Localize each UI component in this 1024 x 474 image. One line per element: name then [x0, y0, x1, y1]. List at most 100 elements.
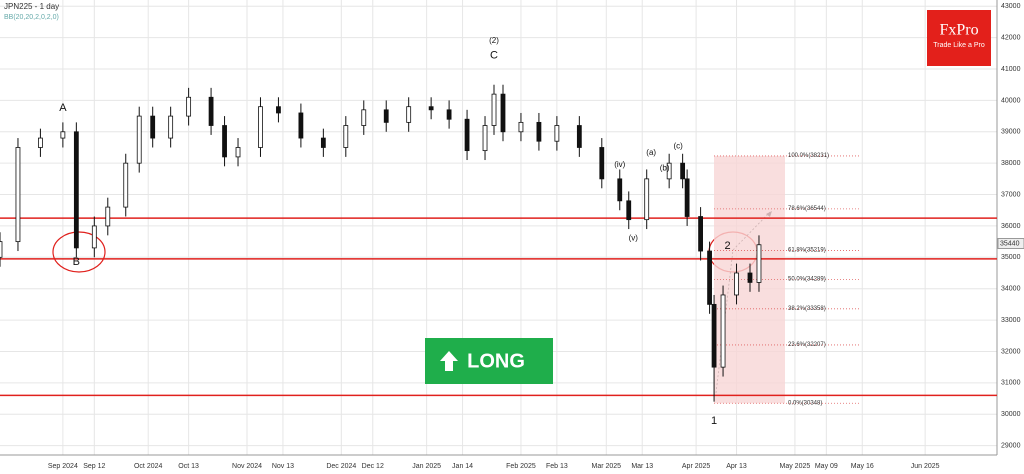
- candle-body: [446, 109, 452, 120]
- y-tick-label: 42000: [1001, 34, 1021, 41]
- candle-body: [644, 178, 650, 221]
- candle-body: [298, 112, 304, 139]
- candle-body: [518, 121, 524, 133]
- y-tick-label: 32000: [1001, 348, 1021, 355]
- y-tick-label: 39000: [1001, 129, 1021, 136]
- fib-label: 61.8%(35219): [788, 248, 826, 254]
- candle-body: [711, 303, 717, 368]
- candle-body: [235, 147, 241, 158]
- fib-label: 23.6%(32207): [788, 342, 826, 348]
- candle-body: [747, 272, 753, 283]
- candle-body: [222, 125, 227, 158]
- candle-body: [168, 115, 174, 139]
- fib-label: 50.0%(34289): [788, 277, 826, 283]
- wave-label: (a): [646, 148, 656, 157]
- chart-title: JPN225 - 1 day: [4, 2, 59, 11]
- candle-body: [698, 216, 703, 252]
- candle-body: [258, 106, 263, 148]
- candle-body: [0, 241, 3, 258]
- candle-body: [680, 162, 686, 180]
- wave-label: (c): [673, 142, 683, 151]
- candle-body: [383, 109, 389, 123]
- y-tick-label: 31000: [1001, 380, 1021, 387]
- wave-label: B: [73, 256, 80, 268]
- wave-label: C: [490, 49, 498, 61]
- candle-body: [136, 115, 142, 164]
- candle-body: [150, 115, 156, 139]
- logo: FxPro: [939, 22, 978, 39]
- indicator-label: BB(20,20,2,0,2,0): [4, 14, 59, 21]
- candle-body: [208, 96, 214, 126]
- y-tick-label: 33000: [1001, 317, 1021, 324]
- candle-body: [554, 125, 560, 142]
- x-tick-label: Oct 2024: [134, 463, 163, 470]
- candle-body: [276, 106, 281, 114]
- x-tick-label: Feb 2025: [506, 463, 536, 470]
- candle-body: [617, 178, 623, 202]
- candle-body: [684, 178, 690, 217]
- y-tick-label: 40000: [1001, 97, 1021, 104]
- candle-body: [186, 96, 192, 117]
- candle-body: [464, 118, 470, 152]
- x-tick-label: Dec 2024: [326, 463, 356, 470]
- x-tick-label: Dec 12: [362, 463, 384, 470]
- x-tick-label: May 16: [851, 463, 874, 470]
- x-tick-label: Apr 13: [726, 463, 747, 470]
- candle-body: [91, 225, 97, 249]
- fib-label: 38.2%(33358): [788, 306, 826, 312]
- wave-label: 2: [724, 240, 730, 252]
- wave-label: (iv): [614, 160, 625, 169]
- candle-body: [536, 121, 542, 142]
- y-tick-label: 38000: [1001, 160, 1021, 167]
- x-tick-label: Apr 2025: [682, 463, 711, 470]
- x-tick-label: Jun 2025: [911, 463, 940, 470]
- candle-body: [428, 106, 434, 111]
- y-tick-label: 30000: [1001, 411, 1021, 418]
- candle-body: [105, 206, 111, 227]
- candle-body: [123, 162, 129, 208]
- logo-box: [927, 10, 991, 66]
- x-tick-label: May 2025: [780, 463, 811, 470]
- y-tick-label: 43000: [1001, 3, 1021, 10]
- candle-body: [361, 109, 367, 126]
- price-tag-label: 35440: [1000, 240, 1020, 247]
- slogan: Trade Like a Pro: [933, 42, 985, 49]
- x-tick-label: Jan 14: [452, 463, 473, 470]
- x-tick-label: Mar 2025: [591, 463, 621, 470]
- x-tick-label: Nov 2024: [232, 463, 262, 470]
- x-tick-label: Jan 2025: [412, 463, 441, 470]
- x-tick-label: Sep 2024: [48, 463, 78, 470]
- candle-body: [576, 125, 582, 148]
- signal-label: LONG: [467, 350, 525, 372]
- candle-body: [626, 200, 632, 221]
- candle-body: [720, 294, 726, 368]
- candle-body: [756, 244, 762, 283]
- y-tick-label: 34000: [1001, 286, 1021, 293]
- wave-label: (b): [660, 164, 670, 173]
- candle-body: [343, 125, 349, 148]
- candle-body: [599, 147, 605, 180]
- candle-body: [707, 250, 712, 305]
- x-tick-label: May 09: [815, 463, 838, 470]
- x-tick-label: Oct 13: [178, 463, 199, 470]
- candle-body: [500, 93, 506, 133]
- candle-body: [38, 137, 43, 148]
- y-tick-label: 35000: [1001, 254, 1021, 261]
- fib-label: 100.0%(38231): [788, 153, 829, 159]
- candle-body: [406, 106, 412, 123]
- candle-body: [15, 147, 21, 243]
- wave-label: (2): [489, 36, 499, 45]
- candle-body: [482, 125, 488, 152]
- highlight-circle: [52, 231, 106, 273]
- up-arrow: [440, 351, 458, 371]
- fib-label: 0.0%(30348): [788, 400, 822, 406]
- y-tick-label: 36000: [1001, 223, 1021, 230]
- candle-body: [491, 93, 497, 126]
- y-tick-label: 29000: [1001, 442, 1021, 449]
- candle-body: [666, 162, 672, 180]
- y-tick-label: 41000: [1001, 66, 1021, 73]
- price-tag: [997, 238, 1024, 250]
- candle-body: [734, 272, 739, 296]
- x-tick-label: Mar 13: [631, 463, 653, 470]
